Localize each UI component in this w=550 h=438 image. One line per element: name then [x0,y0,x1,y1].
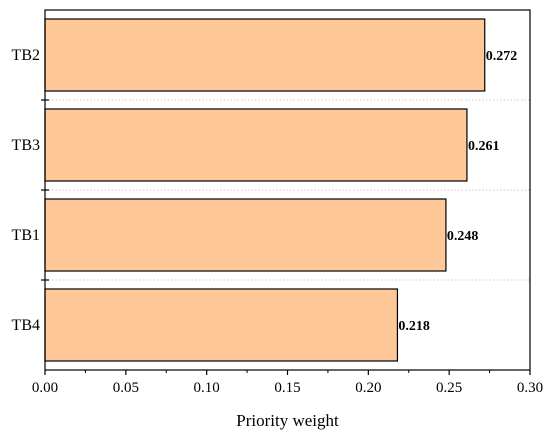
y-tick-label-tb1: TB1 [12,227,40,244]
y-tick-label-tb4: TB4 [12,317,40,334]
x-tick-label: 0.15 [274,380,300,396]
y-tick-label-tb3: TB3 [12,137,40,154]
y-axis: TB2 TB3 TB1 TB4 [12,47,49,334]
grid-lines [45,99,530,281]
x-tick-label: 0.30 [517,380,543,396]
x-tick-label: 0.25 [436,380,462,396]
bars [44,18,486,362]
y-tick-label-tb2: TB2 [12,47,40,64]
x-tick-label: 0.20 [355,380,381,396]
x-tick-label: 0.00 [32,380,58,396]
x-tick-label: 0.10 [194,380,220,396]
x-tick-label: 0.05 [113,380,139,396]
data-label-tb2: 0.272 [486,49,518,64]
data-labels: 0.272 0.261 0.248 0.218 [398,49,517,334]
bar-tb2 [44,18,486,92]
x-axis-title: Priority weight [236,411,339,430]
bar-tb3 [44,108,468,182]
bar-tb1 [44,198,447,272]
x-axis: 0.00 0.05 0.10 0.15 0.20 0.25 0.30 [32,370,543,396]
data-label-tb1: 0.248 [447,229,479,244]
data-label-tb4: 0.218 [398,319,430,334]
bar-tb4 [44,288,399,362]
data-label-tb3: 0.261 [468,139,500,154]
